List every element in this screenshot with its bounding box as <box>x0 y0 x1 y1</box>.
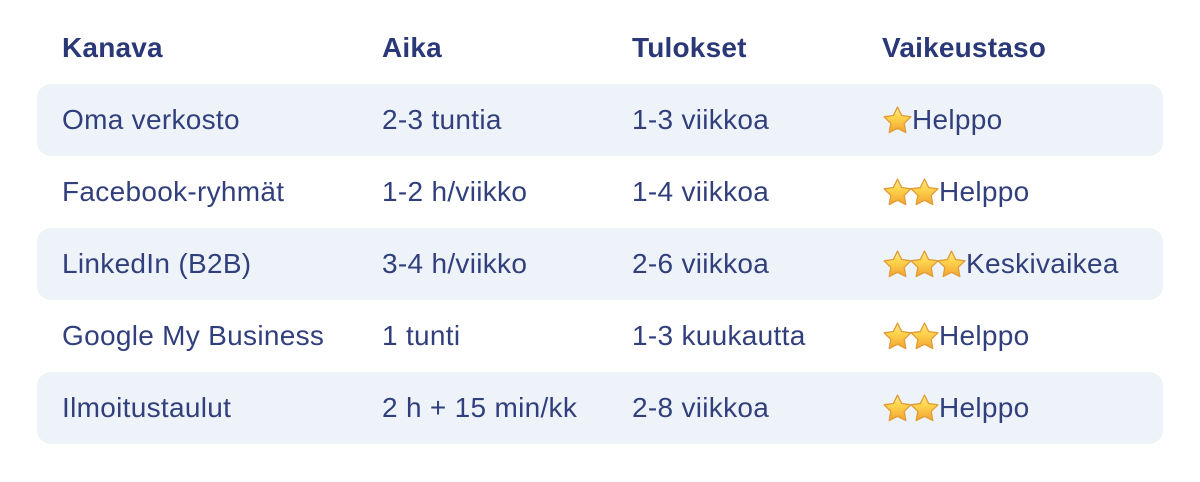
column-header-kanava: Kanava <box>62 32 163 63</box>
cell-channel: Oma verkosto <box>62 104 240 135</box>
star-icon <box>883 105 912 133</box>
star-rating <box>882 321 939 352</box>
column-header-vaikeustaso: Vaikeustaso <box>882 32 1047 63</box>
cell-time: 2 h + 15 min/kk <box>382 392 578 423</box>
table-row: Google My Business 1 tunti 1-3 kuukautta… <box>37 300 1163 372</box>
star-rating <box>882 177 939 208</box>
difficulty-label: Keskivaikea <box>966 248 1119 279</box>
star-icon <box>937 249 966 277</box>
cell-difficulty: Helppo <box>882 104 1148 136</box>
cell-time: 3-4 h/viikko <box>382 248 528 279</box>
table-row: Oma verkosto 2-3 tuntia 1-3 viikkoa Help… <box>37 84 1163 156</box>
star-rating <box>882 105 912 136</box>
cell-results: 1-4 viikkoa <box>632 176 770 207</box>
column-header-tulokset: Tulokset <box>632 32 747 63</box>
cell-time: 1 tunti <box>382 320 461 351</box>
table-row: LinkedIn (B2B) 3-4 h/viikko 2-6 viikkoa … <box>37 228 1163 300</box>
cell-results: 1-3 viikkoa <box>632 104 770 135</box>
difficulty-label: Helppo <box>912 104 1003 135</box>
table-body: Oma verkosto 2-3 tuntia 1-3 viikkoa Help… <box>37 84 1163 444</box>
cell-results: 2-8 viikkoa <box>632 392 770 423</box>
star-icon <box>910 321 939 349</box>
difficulty-label: Helppo <box>939 320 1030 351</box>
cell-results: 2-6 viikkoa <box>632 248 770 279</box>
table-row: Ilmoitustaulut 2 h + 15 min/kk 2-8 viikk… <box>37 372 1163 444</box>
cell-channel: Google My Business <box>62 320 325 351</box>
cell-difficulty: Keskivaikea <box>882 248 1148 280</box>
cell-time: 2-3 tuntia <box>382 104 502 135</box>
table-header-row: Kanava Aika Tulokset Vaikeustaso <box>37 12 1163 84</box>
channel-comparison-table: Kanava Aika Tulokset Vaikeustaso Oma ver… <box>37 12 1163 444</box>
column-header-aika: Aika <box>382 32 442 63</box>
cell-difficulty: Helppo <box>882 392 1148 424</box>
cell-channel: Facebook-ryhmät <box>62 176 285 207</box>
cell-time: 1-2 h/viikko <box>382 176 528 207</box>
cell-channel: Ilmoitustaulut <box>62 392 232 423</box>
difficulty-label: Helppo <box>939 176 1030 207</box>
star-rating <box>882 249 966 280</box>
star-rating <box>882 393 939 424</box>
difficulty-label: Helppo <box>939 392 1030 423</box>
star-icon <box>910 177 939 205</box>
cell-difficulty: Helppo <box>882 320 1148 352</box>
star-icon <box>910 393 939 421</box>
table-row: Facebook-ryhmät 1-2 h/viikko 1-4 viikkoa… <box>37 156 1163 228</box>
cell-results: 1-3 kuukautta <box>632 320 806 351</box>
cell-channel: LinkedIn (B2B) <box>62 248 252 279</box>
cell-difficulty: Helppo <box>882 176 1148 208</box>
